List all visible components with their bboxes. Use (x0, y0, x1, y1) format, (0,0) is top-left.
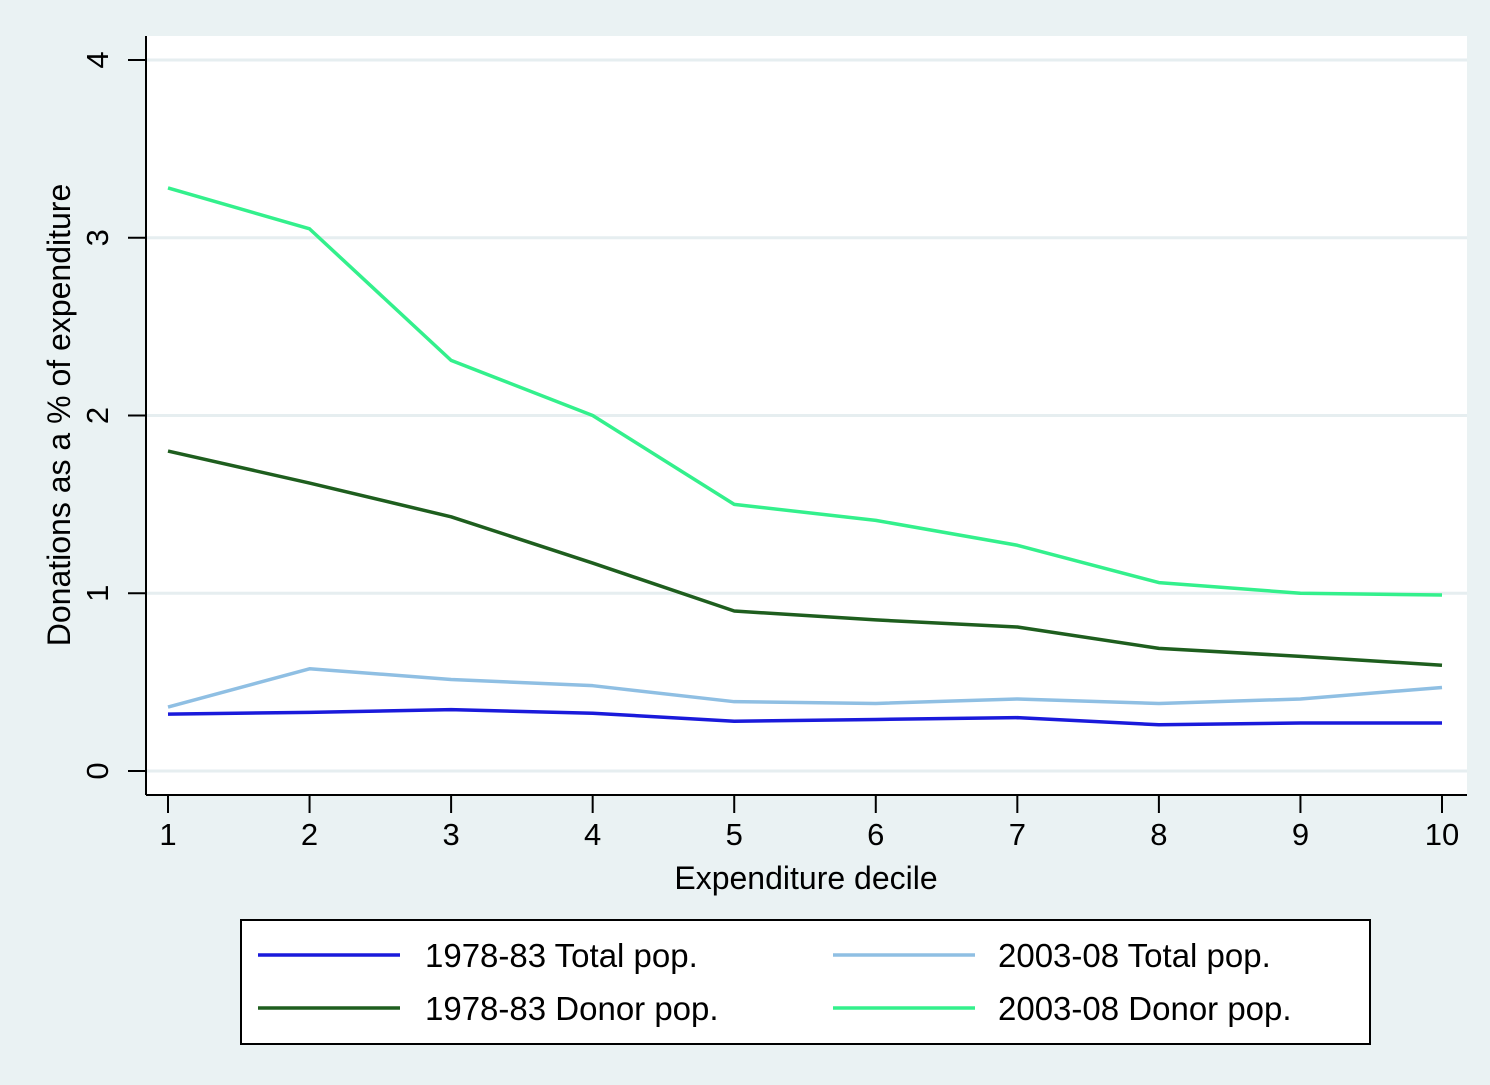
y-tick-label: 4 (80, 51, 115, 68)
series-line-2 (167, 449, 1443, 667)
y-ticks: 0 1 2 3 4 (80, 51, 146, 780)
x-axis-title: Expenditure decile (674, 860, 937, 896)
legend-label: 1978-83 Donor pop. (425, 990, 719, 1027)
series-lines (167, 186, 1443, 727)
legend-label: 2003-08 Donor pop. (998, 990, 1292, 1027)
x-ticks: 1 2 3 4 5 6 7 8 9 10 (159, 795, 1459, 852)
x-tick-label: 2 (301, 817, 318, 852)
x-tick-label: 7 (1009, 817, 1026, 852)
x-tick-label: 1 (159, 817, 176, 852)
x-tick-label: 3 (442, 817, 459, 852)
y-tick-label: 1 (80, 585, 115, 602)
series-line-3 (167, 186, 1443, 597)
y-tick-label: 3 (80, 229, 115, 246)
x-tick-label: 4 (584, 817, 601, 852)
series-line-0 (167, 707, 1442, 727)
x-tick-label: 8 (1150, 817, 1167, 852)
y-tick-label: 0 (80, 762, 115, 779)
x-tick-label: 9 (1292, 817, 1309, 852)
legend-label: 2003-08 Total pop. (998, 937, 1271, 974)
x-tick-label: 10 (1425, 817, 1459, 852)
y-tick-label: 2 (80, 407, 115, 424)
gridlines (147, 58, 1467, 773)
x-tick-label: 6 (867, 817, 884, 852)
x-tick-label: 5 (726, 817, 743, 852)
y-axis-title: Donations as a % of expenditure (41, 184, 77, 647)
series-line-1 (167, 667, 1443, 709)
legend-label: 1978-83 Total pop. (425, 937, 698, 974)
legend-box (240, 919, 1371, 1045)
legend: 1978-83 Total pop. 2003-08 Total pop. 1978… (258, 937, 1292, 1027)
